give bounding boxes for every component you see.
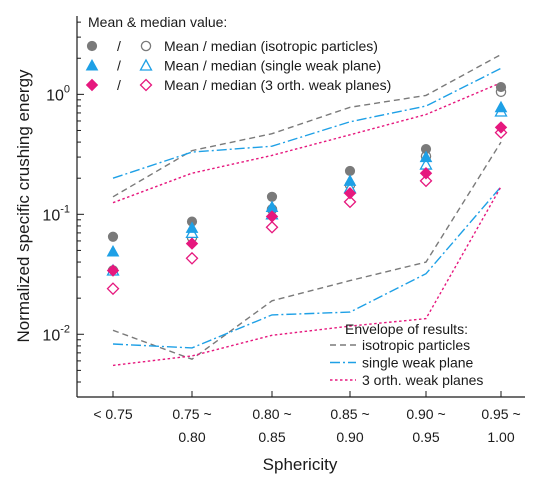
mean-point [185, 221, 199, 233]
y-tick-label: 10-1 [42, 203, 70, 224]
y-axis-label: Normalized specific crushing energy [14, 69, 33, 343]
x-tick-label: 0.90 ~ [406, 406, 445, 422]
envelope-upper-line [112, 82, 502, 204]
legend-separator: / [117, 77, 121, 93]
median-point [265, 220, 279, 234]
marker-legend-title: Mean & median value: [88, 14, 227, 30]
legend-envelope-label: isotropic particles [362, 337, 470, 353]
legend-envelope-label: single weak plane [362, 355, 474, 371]
mean-point [344, 165, 356, 177]
axes [76, 16, 525, 398]
x-tick-label-second-line: 0.80 [178, 429, 205, 445]
envelope-lower-line [112, 141, 502, 360]
legend-envelope-label: 3 orth. weak planes [362, 372, 483, 388]
x-tick-label: < 0.75 [93, 406, 133, 422]
y-tick-label: 10-2 [42, 323, 70, 344]
envelope-upper-line [112, 67, 502, 179]
legend-mean-marker [85, 78, 99, 92]
envelope-lower-line [112, 186, 502, 367]
x-tick-label: 0.85 ~ [330, 406, 369, 422]
envelope-lines [112, 53, 502, 367]
y-tick-label: 100 [46, 83, 70, 104]
x-tick-label-second-line: 1.00 [487, 429, 514, 445]
mean-point [185, 237, 199, 250]
mean-point [495, 81, 507, 93]
legend-series-label: Mean / median (3 orth. weak planes) [164, 77, 391, 93]
y-ticks: 10-2 10-1 100 [42, 21, 84, 398]
mean-point [265, 210, 279, 223]
data-markers [106, 81, 508, 296]
mean-point [106, 264, 120, 277]
x-tick-label-second-line: 0.95 [412, 429, 439, 445]
mean-point [343, 186, 357, 200]
mean-point [419, 150, 433, 163]
legend-series-label: Mean / median (isotropic particles) [164, 38, 378, 54]
legend-series-label: Mean / median (single weak plane) [164, 58, 381, 74]
x-tick-label-second-line: 0.85 [258, 429, 285, 445]
legend-separator: / [117, 58, 121, 74]
mean-point [106, 244, 120, 257]
mean-point [343, 174, 357, 186]
mean-point [107, 231, 119, 242]
legend-median-marker [139, 78, 153, 92]
envelope-upper-line [112, 53, 502, 198]
legend-mean-marker [85, 58, 99, 71]
envelope-lower-line [112, 186, 502, 349]
median-point [343, 195, 357, 209]
legend-mean-marker [86, 40, 98, 52]
x-tick-label: 0.80 ~ [252, 406, 291, 422]
x-axis-label: Sphericity [263, 455, 338, 474]
legend-median-marker [140, 40, 152, 52]
mean-point [494, 121, 508, 134]
envelope-legend: Envelope of results: isotropic particles… [330, 321, 483, 388]
median-point [106, 282, 120, 296]
mean-point [266, 191, 278, 202]
marker-legend: Mean & median value: / Mean / median (iso… [85, 14, 391, 93]
mean-point [419, 167, 433, 180]
mean-point [494, 100, 508, 113]
median-point [419, 174, 433, 188]
legend-median-marker [139, 58, 153, 71]
legend-separator: / [117, 38, 121, 54]
x-tick-label: 0.95 ~ [481, 406, 520, 422]
x-ticks: < 0.75 0.75 ~ 0.80 0.80 ~ 0.85 0.85 ~ 0.90 0.90… [93, 391, 521, 445]
median-point [185, 251, 199, 265]
x-tick-label: 0.75 ~ [172, 406, 211, 422]
envelope-legend-title: Envelope of results: [345, 321, 468, 337]
x-tick-label-second-line: 0.90 [336, 429, 363, 445]
